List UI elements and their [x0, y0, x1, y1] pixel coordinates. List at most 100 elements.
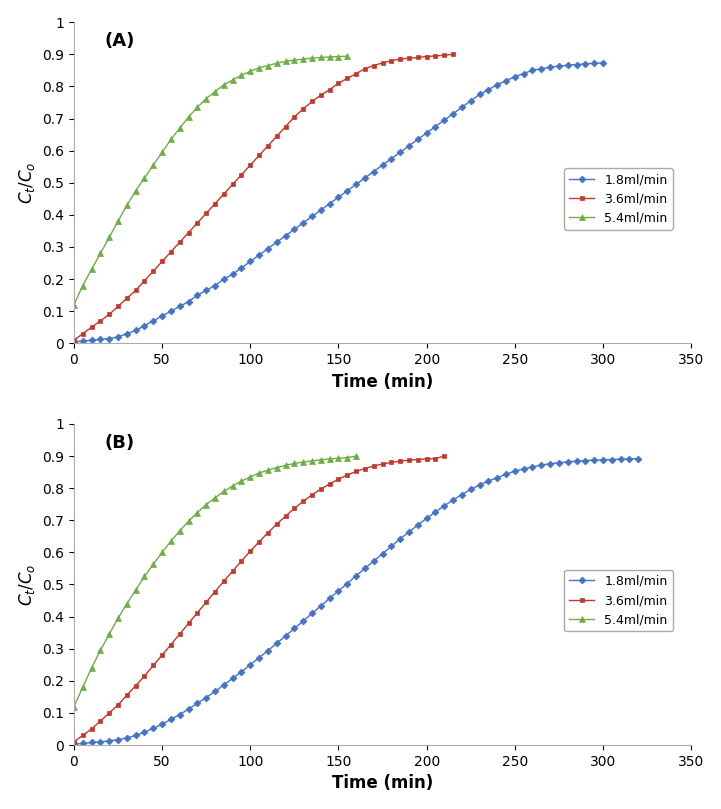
3.6ml/min: [360, 464, 369, 473]
3.6ml/min: [202, 597, 211, 607]
3.6ml/min: [404, 455, 413, 465]
1.8ml/min: [387, 154, 396, 163]
3.6ml/min: [175, 629, 184, 639]
1.8ml/min: [202, 693, 211, 702]
5.4ml/min: [211, 87, 219, 96]
3.6ml/min: [140, 276, 149, 286]
1.8ml/min: [554, 458, 563, 468]
3.6ml/min: [175, 237, 184, 247]
5.4ml/min: [219, 486, 228, 496]
3.6ml/min: [123, 690, 131, 700]
3.6ml/min: [281, 121, 290, 131]
1.8ml/min: [616, 455, 625, 464]
3.6ml/min: [158, 256, 167, 266]
5.4ml/min: [317, 455, 325, 464]
3.6ml/min: [87, 724, 96, 734]
3.6ml/min: [211, 199, 219, 209]
3.6ml/min: [219, 189, 228, 199]
3.6ml/min: [379, 58, 387, 68]
5.4ml/min: [149, 559, 158, 569]
3.6ml/min: [352, 467, 360, 477]
5.4ml/min: [202, 500, 211, 510]
5.4ml/min: [96, 248, 105, 258]
5.4ml/min: [175, 123, 184, 133]
5.4ml/min: [273, 463, 281, 472]
3.6ml/min: [185, 618, 193, 628]
3.6ml/min: [360, 64, 369, 74]
3.6ml/min: [325, 85, 334, 95]
5.4ml/min: [105, 232, 113, 242]
3.6ml/min: [379, 460, 387, 469]
Line: 5.4ml/min: 5.4ml/min: [71, 53, 350, 307]
5.4ml/min: [193, 103, 202, 112]
3.6ml/min: [325, 479, 334, 489]
3.6ml/min: [264, 141, 273, 150]
3.6ml/min: [70, 737, 79, 747]
5.4ml/min: [290, 459, 298, 468]
3.6ml/min: [387, 56, 396, 66]
5.4ml/min: [264, 465, 273, 475]
5.4ml/min: [343, 51, 352, 61]
5.4ml/min: [325, 454, 334, 464]
3.6ml/min: [423, 52, 431, 61]
3.6ml/min: [273, 519, 281, 529]
3.6ml/min: [299, 104, 308, 114]
3.6ml/min: [281, 511, 290, 521]
3.6ml/min: [414, 53, 423, 62]
5.4ml/min: [114, 217, 123, 227]
1.8ml/min: [634, 454, 642, 464]
5.4ml/min: [185, 516, 193, 526]
3.6ml/min: [105, 708, 113, 718]
3.6ml/min: [96, 716, 105, 726]
X-axis label: Time (min): Time (min): [332, 774, 433, 792]
Line: 3.6ml/min: 3.6ml/min: [71, 52, 456, 342]
1.8ml/min: [70, 337, 79, 346]
Line: 1.8ml/min: 1.8ml/min: [71, 61, 606, 344]
5.4ml/min: [158, 147, 167, 157]
5.4ml/min: [79, 683, 87, 693]
5.4ml/min: [96, 646, 105, 655]
5.4ml/min: [114, 613, 123, 623]
3.6ml/min: [87, 323, 96, 332]
1.8ml/min: [528, 66, 537, 75]
Y-axis label: $C_t/C_o$: $C_t/C_o$: [17, 162, 37, 204]
5.4ml/min: [325, 52, 334, 61]
5.4ml/min: [175, 526, 184, 536]
3.6ml/min: [219, 576, 228, 586]
5.4ml/min: [105, 629, 113, 639]
3.6ml/min: [211, 587, 219, 596]
3.6ml/min: [264, 528, 273, 538]
5.4ml/min: [334, 52, 342, 61]
5.4ml/min: [317, 53, 325, 62]
5.4ml/min: [70, 300, 79, 310]
1.8ml/min: [70, 739, 79, 749]
3.6ml/min: [308, 96, 317, 106]
3.6ml/min: [290, 503, 298, 513]
5.4ml/min: [255, 63, 263, 73]
1.8ml/min: [308, 608, 317, 618]
3.6ml/min: [423, 454, 431, 464]
1.8ml/min: [360, 564, 369, 574]
5.4ml/min: [264, 61, 273, 70]
3.6ml/min: [70, 335, 79, 345]
5.4ml/min: [281, 57, 290, 66]
5.4ml/min: [140, 572, 149, 582]
3.6ml/min: [131, 681, 140, 691]
5.4ml/min: [299, 54, 308, 64]
5.4ml/min: [87, 265, 96, 274]
1.8ml/min: [352, 180, 360, 189]
Line: 5.4ml/min: 5.4ml/min: [71, 453, 359, 709]
5.4ml/min: [299, 457, 308, 467]
5.4ml/min: [219, 80, 228, 90]
3.6ml/min: [229, 566, 237, 576]
1.8ml/min: [598, 58, 607, 68]
5.4ml/min: [131, 186, 140, 196]
3.6ml/min: [149, 661, 158, 671]
5.4ml/min: [308, 456, 317, 466]
3.6ml/min: [431, 454, 440, 464]
5.4ml/min: [79, 281, 87, 290]
3.6ml/min: [255, 150, 263, 160]
5.4ml/min: [237, 477, 246, 486]
5.4ml/min: [149, 160, 158, 170]
3.6ml/min: [290, 112, 298, 122]
